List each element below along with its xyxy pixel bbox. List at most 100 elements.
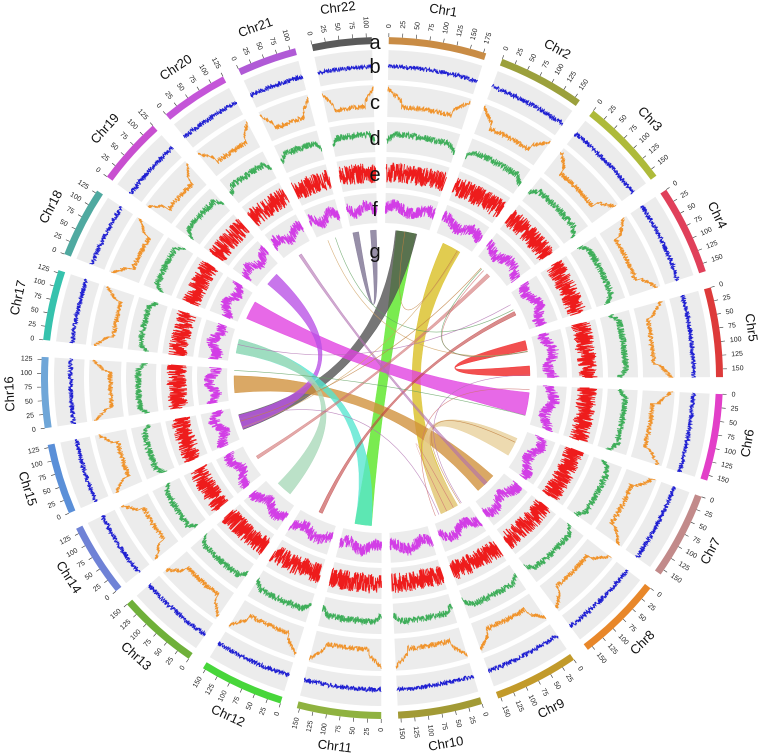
chromosome-label-chr21: Chr21 <box>236 14 274 40</box>
tick-mark-chr8-100 <box>613 628 617 632</box>
stray-link <box>240 267 482 422</box>
tick-mark-chr12-0 <box>278 703 281 708</box>
ideogram-chr22 <box>311 37 372 52</box>
track-c-bg-chr12 <box>228 600 305 658</box>
tick-mark-chr17-50 <box>43 311 48 313</box>
ideogram-chr10 <box>397 697 483 719</box>
tick-label-chr9-25: 25 <box>564 673 574 683</box>
ideogram-chr17 <box>43 270 66 341</box>
tick-label-chr22-100: 100 <box>361 17 369 29</box>
tick-mark-chr2-75 <box>539 72 543 76</box>
tick-label-chr17-0: 0 <box>30 335 35 342</box>
ideogram-chr11 <box>296 701 382 719</box>
chromosome-label-chr19: Chr19 <box>87 110 122 146</box>
track-c-bg-chr11 <box>308 630 382 671</box>
ideogram-chr6 <box>700 393 723 481</box>
tick-mark-chr9-25 <box>562 667 565 671</box>
tick-label-chr15-100: 100 <box>30 460 43 470</box>
track-d-signal-chr3 <box>527 188 577 239</box>
tick-label-chr21-75: 75 <box>268 37 277 47</box>
tick-label-chr7-125: 125 <box>677 561 691 573</box>
tick-mark-chr19-125 <box>149 122 154 126</box>
track-f-signal-chr18 <box>220 280 244 320</box>
signal-tracks <box>66 63 697 694</box>
tick-mark-chr1-125 <box>456 41 459 46</box>
tick-mark-chr3-50 <box>614 125 618 129</box>
track-c-signal-chr19 <box>147 163 195 212</box>
tick-mark-chr10-50 <box>455 710 457 715</box>
tick-label-chr19-25: 25 <box>100 153 111 163</box>
tick-label-chr3-50: 50 <box>618 114 629 125</box>
tick-label-chr10-0: 0 <box>481 712 489 718</box>
chromosome-label-chr3: Chr3 <box>635 103 665 134</box>
track-c-signal-chr13 <box>165 566 220 618</box>
track-f-bg-chr16 <box>197 366 229 406</box>
track-c-signal-chr22 <box>321 86 374 113</box>
tick-mark-chr2-0 <box>502 55 505 60</box>
tick-label-chr13-0: 0 <box>179 664 187 671</box>
track-b-bg-chr9 <box>483 624 567 687</box>
track-b-signal-chr20 <box>182 101 238 139</box>
tick-label-chr11-25: 25 <box>364 727 371 735</box>
tick-label-chr19-75: 75 <box>118 131 129 142</box>
track-c-bg-chr7 <box>595 468 657 547</box>
track-c-bg-chr16 <box>88 359 124 422</box>
track-c-bg-chr8 <box>539 538 613 612</box>
tick-mark-chr18-125 <box>92 190 96 194</box>
track-d-signal-chr12 <box>255 577 312 612</box>
tick-mark-chr9-100 <box>525 686 529 691</box>
stray-link <box>242 251 459 428</box>
tick-mark-chr9-125 <box>513 692 516 697</box>
track-f-signal-chr22 <box>345 200 378 219</box>
track-d-signal-chr22 <box>332 131 376 147</box>
tick-label-chr9-0: 0 <box>576 665 584 672</box>
tick-mark-chr12-100 <box>227 682 230 687</box>
chromosome-label-chr17: Chr17 <box>7 279 29 317</box>
stray-link <box>433 374 530 504</box>
ideogram-chr12 <box>202 662 283 704</box>
tick-mark-chr12-125 <box>215 676 218 681</box>
ideogram-chr21 <box>238 48 297 76</box>
stray-link <box>421 388 530 517</box>
tick-label-chr16-25: 25 <box>26 412 35 420</box>
tick-label-chr3-100: 100 <box>638 132 651 145</box>
tick-mark-chr18-50 <box>71 226 76 230</box>
tick-mark-chr18-75 <box>77 214 82 217</box>
tick-label-chr16-0: 0 <box>31 426 36 434</box>
tick-label-chr20-50: 50 <box>175 82 185 92</box>
link-chr16-chr8 <box>233 375 494 491</box>
track-b-bg-chr19 <box>117 135 182 202</box>
tick-label-chr12-150: 150 <box>192 676 204 690</box>
track-e-signal-chr12 <box>268 547 323 584</box>
track-d-signal-chr9 <box>461 573 518 608</box>
ideogram-chr13 <box>126 599 193 659</box>
track-e-signal-chr4 <box>546 259 586 316</box>
track-f-signal-chr3 <box>486 239 521 284</box>
link-chr18-chr6 <box>246 301 530 416</box>
tick-label-chr16-50: 50 <box>25 398 33 406</box>
track-d-bg-chr6 <box>597 388 638 456</box>
track-c-bg-chr19 <box>145 161 207 224</box>
tick-mark-chr8-150 <box>592 646 595 650</box>
track-d-signal-chr7 <box>573 459 610 517</box>
track-f-signal-chr2 <box>441 210 483 244</box>
track-d-signal-chr21 <box>280 141 323 165</box>
tick-label-chr1-125: 125 <box>456 24 465 37</box>
tick-label-chr19-0: 0 <box>94 166 101 174</box>
track-b-signal-chr5 <box>680 294 697 378</box>
track-b-signal-chr6 <box>676 392 697 473</box>
track-f-signal-chr14 <box>223 450 251 490</box>
tick-mark-chr12-50 <box>252 694 255 699</box>
track-b-bg-chr1 <box>387 50 483 95</box>
track-c-signal-chr7 <box>609 478 656 546</box>
tick-mark-chr14-25 <box>104 580 108 583</box>
track-f-signal-chr11 <box>339 534 382 557</box>
tick-label-chr11-125: 125 <box>306 720 315 733</box>
track-b-signal-chr15 <box>74 438 98 503</box>
tick-label-chr14-50: 50 <box>84 572 94 582</box>
tick-mark-chr3-0 <box>593 107 597 111</box>
tick-mark-chr10-75 <box>441 713 444 718</box>
tick-label-chr13-100: 100 <box>129 628 142 641</box>
track-d-signal-chr19 <box>186 199 225 241</box>
